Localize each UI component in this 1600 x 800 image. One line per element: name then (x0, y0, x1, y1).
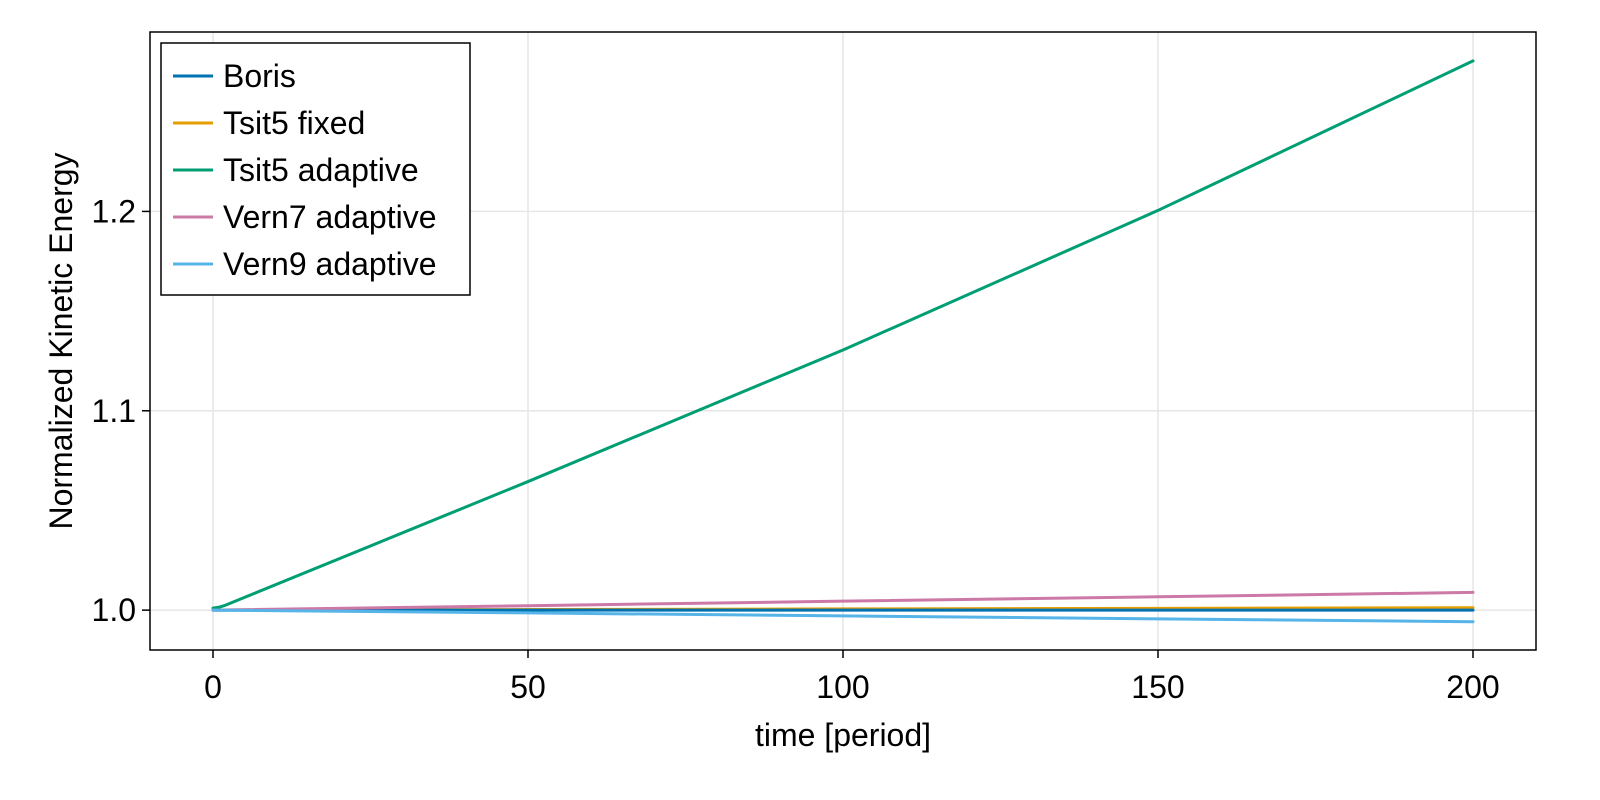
x-tick-label: 200 (1446, 669, 1499, 705)
legend-label: Vern7 adaptive (223, 199, 437, 235)
y-tick-label: 1.1 (92, 393, 136, 429)
y-axis-label: Normalized Kinetic Energy (43, 152, 79, 529)
y-tick-label: 1.0 (92, 592, 136, 628)
x-axis-label: time [period] (755, 717, 931, 753)
x-tick-label: 100 (816, 669, 869, 705)
series-line-vern9-adaptive (211, 608, 1475, 624)
series-line-tsit5-adaptive (211, 59, 1475, 610)
legend: Boris Tsit5 fixed Tsit5 adaptive Vern7 adap… (160, 42, 471, 296)
x-tick-label: 0 (204, 669, 222, 705)
legend-label: Vern9 adaptive (223, 246, 437, 282)
series-lines (211, 59, 1475, 624)
x-tick-label: 50 (510, 669, 546, 705)
series-line-vern7-adaptive (211, 590, 1475, 612)
legend-label: Boris (223, 58, 296, 94)
x-tick-label: 150 (1131, 669, 1184, 705)
axis-ticks: 0 50 100 150 200 1.0 1.1 1.2 (92, 193, 1500, 705)
legend-label: Tsit5 adaptive (223, 152, 419, 188)
legend-label: Tsit5 fixed (223, 105, 365, 141)
y-tick-label: 1.2 (92, 193, 136, 229)
